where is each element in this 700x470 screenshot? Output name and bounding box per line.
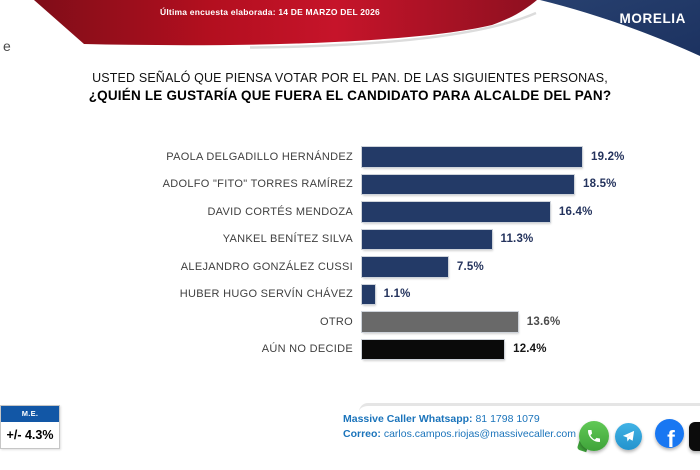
survey-date: Última encuesta elaborada: 14 DE MARZO D…	[160, 7, 380, 17]
value-label: 19.2%	[591, 150, 625, 163]
email-label: Correo:	[343, 427, 381, 440]
candidate-label: OTRO	[320, 315, 353, 328]
facebook-icon[interactable]: f	[655, 419, 684, 448]
candidate-label: PAOLA DELGADILLO HERNÁNDEZ	[166, 150, 353, 163]
margin-of-error-header: M.E.	[1, 406, 59, 422]
banner-graphic	[34, 0, 700, 56]
bar	[362, 202, 550, 222]
value-label: 1.1%	[383, 288, 411, 301]
chart-row: YANKEL BENÍTEZ SILVA 11.3%	[0, 226, 700, 254]
bar	[362, 257, 448, 277]
chart-row: PAOLA DELGADILLO HERNÁNDEZ 19.2%	[0, 143, 700, 171]
chart-row: HUBER HUGO SERVÍN CHÁVEZ 1.1%	[0, 281, 700, 309]
candidate-label: ADOLFO "FITO" TORRES RAMÍREZ	[162, 178, 353, 191]
whatsapp-label: Massive Caller Whatsapp:	[343, 413, 473, 425]
whatsapp-contact-line: Massive Caller Whatsapp: 81 1798 1079	[343, 412, 576, 427]
telegram-icon[interactable]	[615, 423, 642, 450]
bar	[362, 284, 375, 304]
whatsapp-number: 81 1798 1079	[475, 413, 540, 425]
value-label: 7.5%	[456, 260, 484, 273]
banner-shadow-curve	[249, 11, 537, 49]
margin-of-error-value: +/- 4.3%	[6, 428, 54, 442]
value-label: 13.6%	[526, 315, 561, 328]
candidate-label: ALEJANDRO GONZÁLEZ CUSSI	[180, 260, 353, 273]
question-block: USTED SEÑALÓ QUE PIENSA VOTAR POR EL PAN…	[0, 71, 700, 103]
email-contact-line[interactable]: Correo: carlos.campos.riojas@massivecall…	[343, 427, 576, 442]
chart-row: ADOLFO "FITO" TORRES RAMÍREZ 18.5%	[0, 171, 700, 199]
bar	[362, 229, 492, 249]
margin-of-error-box: M.E. +/- 4.3%	[0, 405, 60, 449]
bar	[362, 339, 505, 359]
question-line-1: USTED SEÑALÓ QUE PIENSA VOTAR POR EL PAN…	[92, 71, 608, 85]
whatsapp-icon[interactable]	[579, 421, 609, 451]
bar-chart: PAOLA DELGADILLO HERNÁNDEZ 19.2% ADOLFO "F…	[0, 143, 700, 363]
chart-row: ALEJANDRO GONZÁLEZ CUSSI 7.5%	[0, 253, 700, 281]
value-label: 11.3%	[500, 233, 534, 246]
cut-off-letter: e	[3, 38, 11, 54]
navy-corner	[540, 0, 700, 56]
bar	[362, 174, 574, 194]
email-address[interactable]: carlos.campos.riojas@massivecaller.com	[383, 427, 576, 440]
bar	[362, 147, 582, 167]
facebook-f-glyph: f	[667, 426, 675, 448]
footer-divider	[359, 403, 700, 416]
value-label: 18.5%	[583, 178, 617, 191]
chart-row: DAVID CORTÉS MENDOZA 16.4%	[0, 198, 700, 226]
red-ribbon	[34, 0, 537, 46]
cut-off-black-icon[interactable]	[689, 422, 700, 451]
bar-rows: PAOLA DELGADILLO HERNÁNDEZ 19.2% ADOLFO "F…	[0, 143, 700, 363]
contact-block: Massive Caller Whatsapp: 81 1798 1079 Co…	[343, 412, 576, 441]
candidate-label: HUBER HUGO SERVÍN CHÁVEZ	[179, 288, 353, 301]
candidate-label: YANKEL BENÍTEZ SILVA	[222, 233, 353, 246]
question-line-2: ¿QUIÉN LE GUSTARÍA QUE FUERA EL CANDIDAT…	[88, 88, 612, 103]
chart-row: OTRO 13.6%	[0, 308, 700, 336]
region-title: MORELIA	[619, 11, 686, 26]
value-label: 16.4%	[558, 205, 593, 218]
bar	[362, 312, 518, 332]
value-label: 12.4%	[513, 343, 547, 356]
candidate-label: DAVID CORTÉS MENDOZA	[207, 205, 353, 218]
chart-row: AÚN NO DECIDE 12.4%	[0, 336, 700, 364]
candidate-label: AÚN NO DECIDE	[261, 343, 353, 356]
